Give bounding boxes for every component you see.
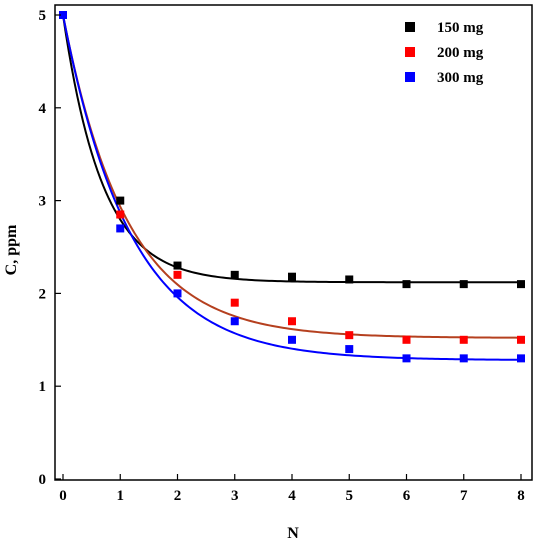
data-point-300-mg — [59, 11, 67, 19]
data-point-300-mg — [459, 354, 468, 363]
data-point-150-mg — [459, 280, 468, 289]
data-point-300-mg — [288, 335, 296, 344]
data-point-150-mg — [402, 280, 411, 289]
y-axis-title: C, ppm — [3, 224, 20, 275]
x-tick-label: 6 — [403, 488, 411, 504]
fit-line-200-mg — [62, 14, 522, 339]
data-point-200-mg — [288, 317, 296, 326]
data-point-200-mg — [345, 331, 354, 340]
x-tick-label: 2 — [174, 488, 182, 504]
fit-line-300-mg — [62, 14, 522, 361]
y-tick-label: 4 — [39, 101, 47, 117]
y-tick-label: 1 — [39, 379, 47, 395]
legend-marker — [405, 22, 415, 32]
data-points — [59, 11, 525, 363]
x-tick-label: 5 — [346, 488, 354, 504]
data-point-200-mg — [402, 335, 411, 344]
data-point-200-mg — [116, 210, 125, 219]
data-point-200-mg — [459, 335, 468, 344]
plot-frame — [54, 4, 533, 481]
data-point-150-mg — [116, 196, 125, 205]
fit-curves — [62, 14, 522, 361]
x-axis-title: N — [287, 525, 299, 542]
data-point-300-mg — [402, 354, 411, 363]
data-point-150-mg — [517, 280, 525, 289]
data-point-200-mg — [230, 298, 239, 307]
data-point-150-mg — [230, 270, 239, 279]
x-tick-label: 7 — [460, 488, 468, 504]
data-point-150-mg — [345, 275, 354, 284]
axes: 0 1 2 3 4 5 6 7 8 0 1 2 3 4 5 — [39, 8, 525, 504]
legend-label: 300 mg — [437, 70, 484, 86]
x-tick-label: 4 — [288, 488, 296, 504]
legend-marker — [405, 72, 415, 82]
data-point-300-mg — [116, 224, 125, 233]
data-point-300-mg — [345, 345, 354, 354]
y-tick-label: 3 — [39, 194, 47, 210]
y-tick-label: 2 — [39, 286, 47, 302]
x-tick-label: 1 — [117, 488, 125, 504]
fit-line-150-mg — [62, 14, 521, 284]
legend-label: 200 mg — [437, 45, 484, 61]
data-point-300-mg — [230, 317, 239, 326]
legend-marker — [405, 47, 415, 57]
x-tick-label: 8 — [517, 488, 525, 504]
data-point-200-mg — [517, 335, 525, 344]
data-point-300-mg — [173, 289, 182, 298]
x-tick-label: 0 — [59, 488, 67, 504]
data-point-150-mg — [173, 261, 182, 270]
legend: 150 mg 200 mg 300 mg — [405, 20, 484, 86]
y-tick-label: 5 — [39, 8, 47, 24]
data-point-300-mg — [517, 354, 525, 363]
y-tick-label: 0 — [39, 472, 47, 488]
data-point-150-mg — [288, 272, 296, 281]
legend-label: 150 mg — [437, 20, 484, 36]
data-point-200-mg — [173, 270, 182, 279]
x-tick-label: 3 — [231, 488, 239, 504]
